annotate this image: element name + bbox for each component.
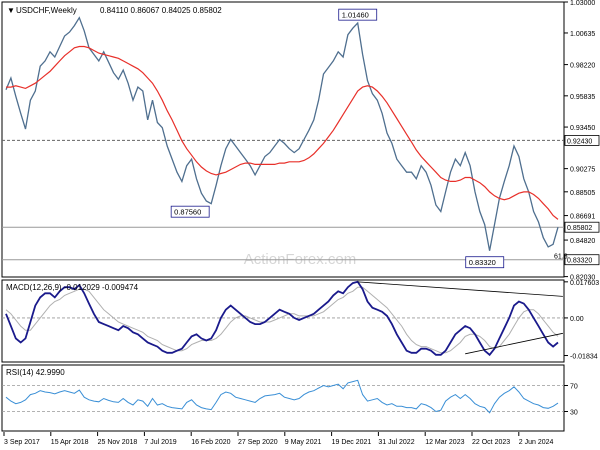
- rsi-y-axis: 70 30: [564, 384, 578, 417]
- price-annotations: 1.01460 0.87560 0.83320 61.8: [170, 8, 568, 269]
- macd-trendline: [465, 332, 563, 355]
- date-tick-label: 2 Jun 2024: [519, 439, 554, 446]
- annotation-label: 0.83320: [469, 258, 496, 267]
- fib-label: 61.8: [554, 253, 568, 260]
- macd-line: [5, 280, 559, 357]
- price-tick-label: 0.98220: [570, 63, 595, 70]
- date-tick-label: 22 Oct 2023: [472, 439, 510, 446]
- chart-ohlc: 0.84110 0.86067 0.84025 0.85802: [100, 6, 222, 15]
- price-tick-label: 0.95835: [570, 94, 595, 101]
- level-value-label: 0.92430: [567, 138, 592, 145]
- rsi-tick-label: 70: [570, 384, 578, 391]
- date-tick-label: 12 Mar 2023: [425, 439, 464, 446]
- rsi-grid: [2, 385, 564, 412]
- macd-panel-frame: [1, 279, 565, 363]
- date-tick-label: 3 Sep 2017: [4, 439, 40, 446]
- moving-average-line: [6, 45, 559, 220]
- price-line: [5, 16, 559, 251]
- price-tick-label: 0.82030: [570, 275, 595, 282]
- macd-tick-label: 0.00: [570, 316, 584, 323]
- price-tick-label: 1.03000: [570, 0, 595, 7]
- macd-tick-label: 0.017603: [570, 280, 599, 287]
- horizontal-levels: 0.92430 0.85802 0.83320: [2, 135, 600, 266]
- date-tick-label: 16 Feb 2020: [191, 439, 230, 446]
- rsi-tick-label: 30: [570, 410, 578, 417]
- level-value-box: [564, 254, 600, 266]
- level-value-box: [564, 221, 600, 233]
- macd-label: MACD(12,26,9) -0.012029 -0.009474: [6, 283, 139, 292]
- price-tick-label: 0.84820: [570, 238, 595, 245]
- price-tick-label: 0.90275: [570, 167, 595, 174]
- date-tick-label: 9 May 2021: [285, 439, 322, 446]
- annotation-label: 1.01460: [342, 11, 369, 20]
- rsi-label: RSI(14) 42.9990: [6, 368, 65, 377]
- date-tick-label: 19 Dec 2021: [332, 439, 372, 446]
- date-x-axis: 3 Sep 2017 15 Apr 2018 25 Nov 2018 7 Jul 20…: [3, 432, 554, 446]
- level-value-box: [564, 135, 600, 146]
- annotation-label: 0.87560: [174, 208, 201, 217]
- macd-tick-label: -0.01834: [570, 354, 598, 361]
- annotation-box: [465, 256, 505, 269]
- price-panel-frame: [1, 1, 565, 278]
- annotation-box: [170, 205, 210, 218]
- level-value-label: 0.83320: [567, 258, 592, 265]
- rsi-panel-frame: [1, 364, 565, 432]
- price-y-axis: 1.03000 1.00635 0.98220 0.95835 0.93450 0.902…: [564, 0, 595, 282]
- rsi-line: [5, 379, 559, 414]
- date-tick-label: 15 Apr 2018: [51, 439, 89, 446]
- price-tick-label: 0.88505: [570, 190, 595, 197]
- price-tick-label: 1.00635: [570, 31, 595, 38]
- date-tick-label: 31 Jul 2022: [378, 439, 414, 446]
- annotation-box: [338, 8, 378, 21]
- date-tick-label: 7 Jul 2019: [144, 439, 176, 446]
- macd-signal-line: [5, 286, 559, 354]
- chart-symbol: USDCHF,Weekly: [16, 6, 77, 15]
- macd-trendlines: [357, 281, 563, 355]
- price-tick-label: 0.86691: [570, 214, 595, 221]
- level-value-label: 0.85802: [567, 225, 592, 232]
- macd-trendline: [357, 281, 563, 297]
- macd-y-axis: 0.017603 0.00 -0.01834: [564, 280, 599, 361]
- price-tick-label: 0.93450: [570, 125, 595, 132]
- date-tick-label: 25 Nov 2018: [98, 439, 138, 446]
- date-tick-label: 27 Sep 2020: [238, 439, 278, 446]
- header-arrow-icon: ▼: [7, 6, 15, 15]
